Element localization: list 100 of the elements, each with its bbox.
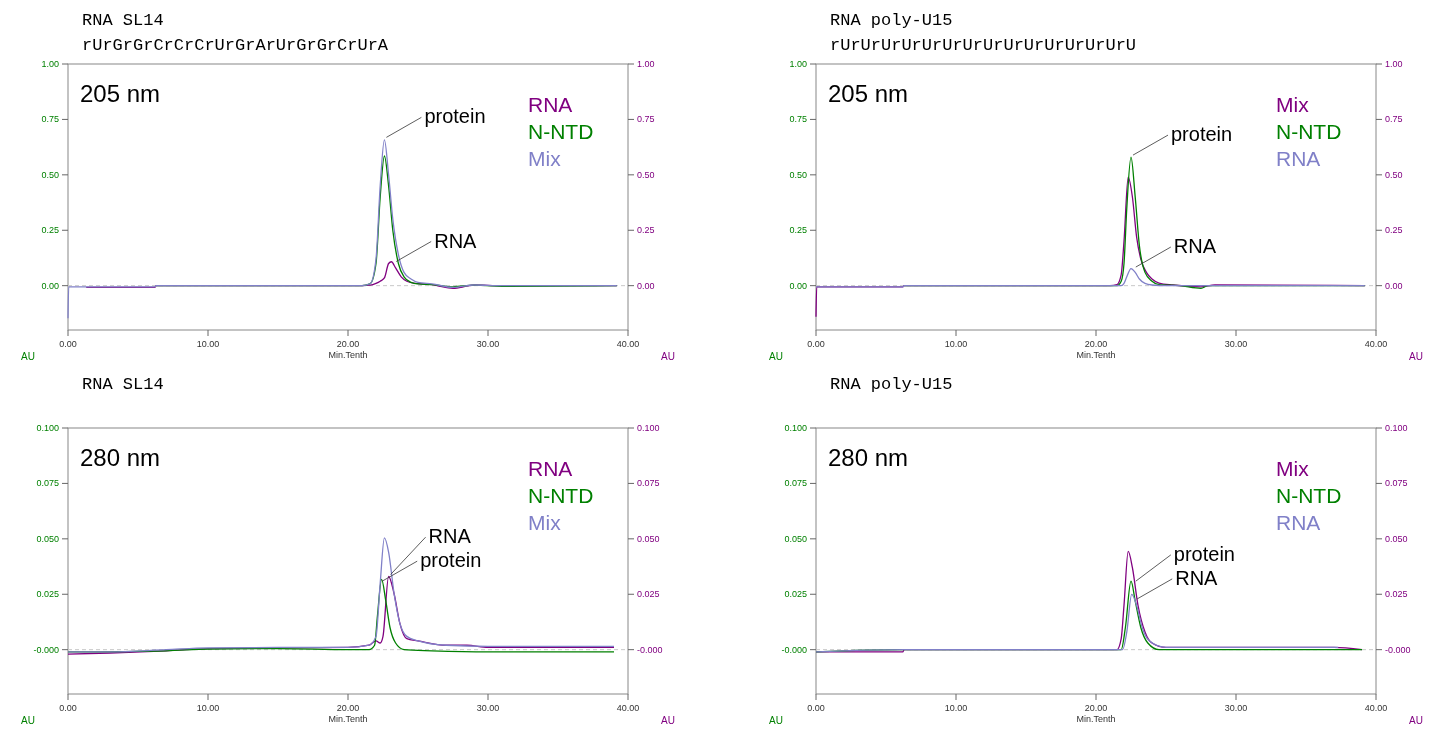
y-tick-label: 0.100 (36, 423, 59, 433)
x-tick-label: 10.00 (944, 703, 968, 713)
y2-tick-label: 0.025 (1385, 589, 1408, 600)
y-tick-label: 0.25 (789, 225, 807, 236)
annotation: 280 nm (80, 444, 161, 471)
x-tick-label: 0.00 (807, 703, 825, 713)
x-tick-label: 20.00 (336, 703, 360, 713)
text: N-NTD (528, 120, 594, 143)
x-tick-label: 30.00 (1224, 339, 1248, 349)
text: N-NTD (528, 484, 594, 507)
y-tick-label: 0.025 (784, 589, 807, 600)
annotation: protein (1171, 123, 1233, 146)
y2-tick-label: 0.50 (637, 169, 655, 180)
annotation: RNA (1173, 235, 1217, 258)
x-tick-label: 20.00 (336, 339, 360, 349)
text: Mix (528, 511, 562, 534)
y-tick-label: 0.075 (784, 478, 807, 489)
y-tick-label: 0.00 (41, 280, 59, 291)
text: N-NTD (1276, 484, 1342, 507)
x-tick-label: 0.00 (59, 703, 77, 713)
y2-tick-label: 0.00 (1385, 280, 1403, 291)
chart-title: RNA poly-U15 (830, 11, 953, 30)
text: RNA (528, 457, 573, 480)
y-tick-label: 1.00 (41, 59, 59, 69)
x-tick-label: 20.00 (1084, 339, 1108, 349)
y-tick-label: 0.025 (36, 589, 59, 600)
y2-tick-label: 1.00 (1385, 59, 1403, 69)
y2-axis-title: AU (661, 715, 675, 726)
annotation: RNA (428, 525, 472, 548)
y-tick-label: 0.75 (41, 114, 59, 125)
x-axis-title: Min.Tenth (328, 714, 368, 724)
x-tick-label: 0.00 (807, 339, 825, 349)
x-tick-label: 30.00 (476, 703, 500, 713)
chart-title: RNA poly-U15 (830, 375, 953, 394)
y2-tick-label: 0.25 (637, 225, 655, 236)
y2-axis-title: AU (1409, 351, 1423, 362)
y2-tick-label: 0.075 (637, 478, 660, 489)
y2-tick-label: 0.50 (1385, 169, 1403, 180)
y-tick-label: 0.50 (41, 169, 59, 180)
y-tick-label: 0.50 (789, 169, 807, 180)
y-tick-label: 0.050 (784, 533, 807, 544)
y2-tick-label: 0.75 (637, 114, 655, 125)
y2-axis-title: AU (661, 351, 675, 362)
x-tick-label: 30.00 (1224, 703, 1248, 713)
y-tick-label: 0.00 (789, 280, 807, 291)
annotation: 280 nm (828, 444, 909, 471)
annotation: RNA (434, 229, 478, 252)
chart-subtitle: rUrUrUrUrUrUrUrUrUrUrUrUrUrUrU (830, 36, 1137, 55)
y2-tick-label: -0.000 (1385, 644, 1411, 655)
x-tick-label: 40.00 (616, 339, 640, 349)
y2-tick-label: 0.00 (637, 280, 655, 291)
y-tick-label: 0.25 (41, 225, 59, 236)
y-axis-title: AU (769, 351, 783, 362)
y-tick-label: 0.75 (789, 114, 807, 125)
x-tick-label: 10.00 (944, 339, 968, 349)
y-axis-title: AU (769, 715, 783, 726)
y2-tick-label: 0.050 (1385, 533, 1408, 544)
x-tick-label: 40.00 (616, 703, 640, 713)
x-tick-label: 40.00 (1364, 339, 1388, 349)
y2-tick-label: 1.00 (637, 59, 655, 69)
y-tick-label: 0.100 (784, 423, 807, 433)
y-tick-label: 0.075 (36, 478, 59, 489)
y2-tick-label: 0.75 (1385, 114, 1403, 125)
text: RNA (528, 93, 573, 116)
y-tick-label: -0.000 (33, 644, 59, 655)
y2-tick-label: -0.000 (637, 644, 663, 655)
y2-tick-label: 0.25 (1385, 225, 1403, 236)
text: Mix (1276, 457, 1310, 480)
x-axis-title: Min.Tenth (1076, 350, 1116, 360)
y2-axis-title: AU (1409, 715, 1423, 726)
y2-tick-label: 0.075 (1385, 478, 1408, 489)
annotation: protein (1173, 542, 1235, 565)
text: Mix (1276, 93, 1310, 116)
y-tick-label: 1.00 (789, 59, 807, 69)
text: RNA (1276, 147, 1321, 170)
text: RNA (1276, 511, 1321, 534)
y-axis-title: AU (21, 351, 35, 362)
annotation: RNA (1175, 566, 1219, 589)
annotation: protein (424, 105, 486, 128)
x-axis-title: Min.Tenth (328, 350, 368, 360)
x-tick-label: 20.00 (1084, 703, 1108, 713)
annotation: 205 nm (80, 80, 161, 107)
text: N-NTD (1276, 120, 1342, 143)
y-tick-label: 0.050 (36, 533, 59, 544)
chart-title: RNA SL14 (82, 375, 164, 394)
x-tick-label: 30.00 (476, 339, 500, 349)
x-tick-label: 10.00 (196, 703, 220, 713)
text: Mix (528, 147, 562, 170)
x-tick-label: 10.00 (196, 339, 220, 349)
x-tick-label: 40.00 (1364, 703, 1388, 713)
annotation: protein (420, 549, 482, 572)
y2-tick-label: 0.050 (637, 533, 660, 544)
chart-subtitle: rUrGrGrCrCrCrUrGrArUrGrGrCrUrA (82, 36, 389, 55)
annotation: 205 nm (828, 80, 909, 107)
y2-tick-label: 0.025 (637, 589, 660, 600)
x-tick-label: 0.00 (59, 339, 77, 349)
y-axis-title: AU (21, 715, 35, 726)
y2-tick-label: 0.100 (637, 423, 660, 433)
chart-title: RNA SL14 (82, 11, 164, 30)
x-axis-title: Min.Tenth (1076, 714, 1116, 724)
